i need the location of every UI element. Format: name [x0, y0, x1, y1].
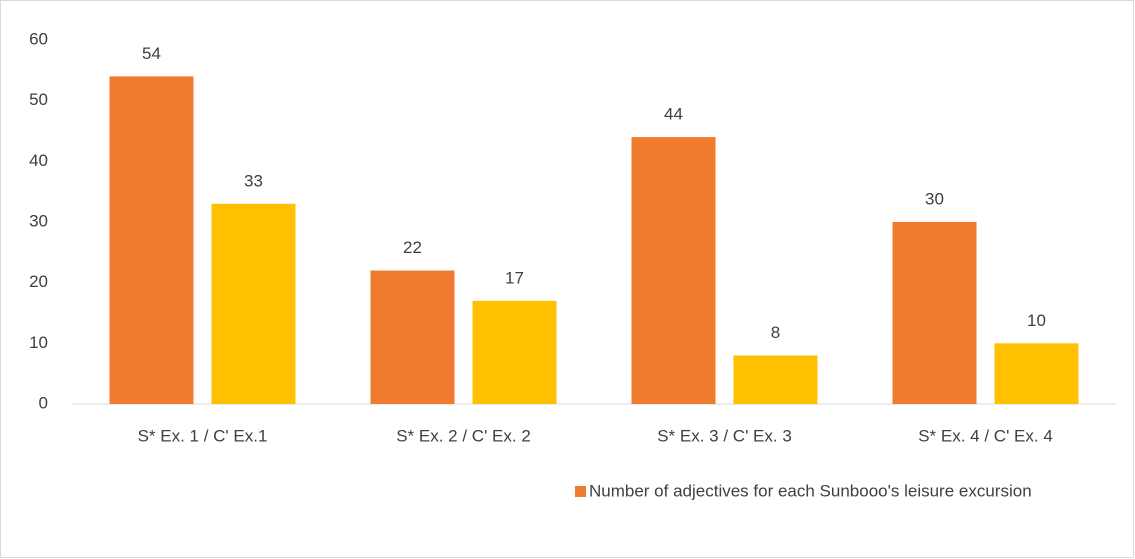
y-tick-label: 30 — [29, 211, 48, 230]
bar — [109, 76, 194, 405]
data-label: 33 — [244, 171, 263, 190]
bar — [370, 270, 455, 404]
y-tick-label: 50 — [29, 90, 48, 109]
bar — [892, 222, 977, 404]
data-label: 10 — [1027, 311, 1046, 330]
data-label: 8 — [771, 323, 780, 342]
data-label: 30 — [925, 189, 944, 208]
bar — [211, 203, 296, 404]
y-tick-label: 20 — [29, 272, 48, 291]
bar — [733, 355, 818, 404]
y-tick-label: 40 — [29, 151, 48, 170]
y-tick-label: 60 — [29, 29, 48, 48]
data-label: 44 — [664, 105, 683, 124]
bar — [994, 343, 1079, 404]
y-tick-label: 10 — [29, 333, 48, 352]
x-tick-label: S* Ex. 3 / C' Ex. 3 — [657, 426, 792, 445]
bar — [631, 137, 716, 405]
data-label: 22 — [403, 238, 422, 257]
data-label: 54 — [142, 44, 161, 63]
y-tick-label: 0 — [39, 393, 48, 412]
legend-label: Number of adjectives for each Sunbooo's … — [589, 481, 1032, 500]
x-tick-label: S* Ex. 1 / C' Ex.1 — [138, 426, 268, 445]
legend-swatch — [575, 486, 586, 497]
x-tick-label: S* Ex. 2 / C' Ex. 2 — [396, 426, 531, 445]
data-label: 17 — [505, 268, 524, 287]
bar — [472, 300, 557, 404]
x-tick-label: S* Ex. 4 / C' Ex. 4 — [918, 426, 1053, 445]
